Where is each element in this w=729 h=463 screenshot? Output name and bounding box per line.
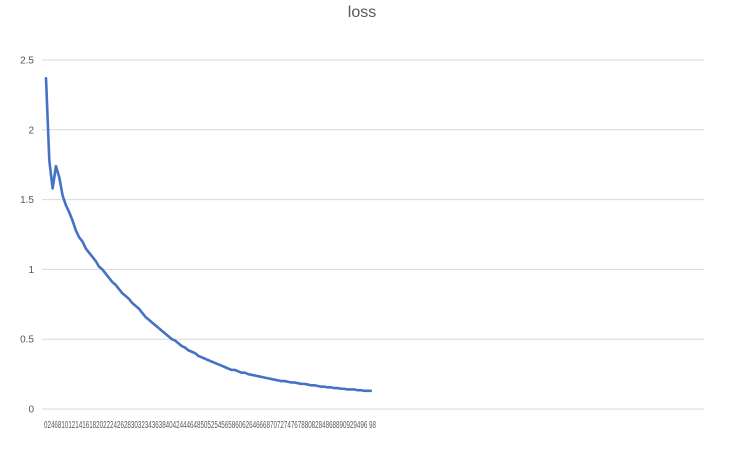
y-axis-tick-labels: 0 0.5 1 1.5 2 2.5: [20, 56, 34, 416]
x-tick-labels-text: 0246810121416182022242628303234363840424…: [44, 420, 376, 431]
y-tick-label: 1.5: [20, 195, 34, 206]
series-layer: [44, 76, 372, 393]
gridlines: [42, 59, 704, 410]
y-tick-label: 0: [28, 405, 34, 416]
chart-title: loss: [348, 4, 376, 21]
y-tick-label: 0.5: [20, 335, 34, 346]
series-line-loss: [44, 76, 372, 393]
y-tick-label: 2: [28, 125, 34, 136]
y-tick-label: 2.5: [20, 56, 34, 67]
x-axis-tick-labels: 0246810121416182022242628303234363840424…: [44, 420, 376, 431]
y-tick-label: 1: [28, 265, 34, 276]
